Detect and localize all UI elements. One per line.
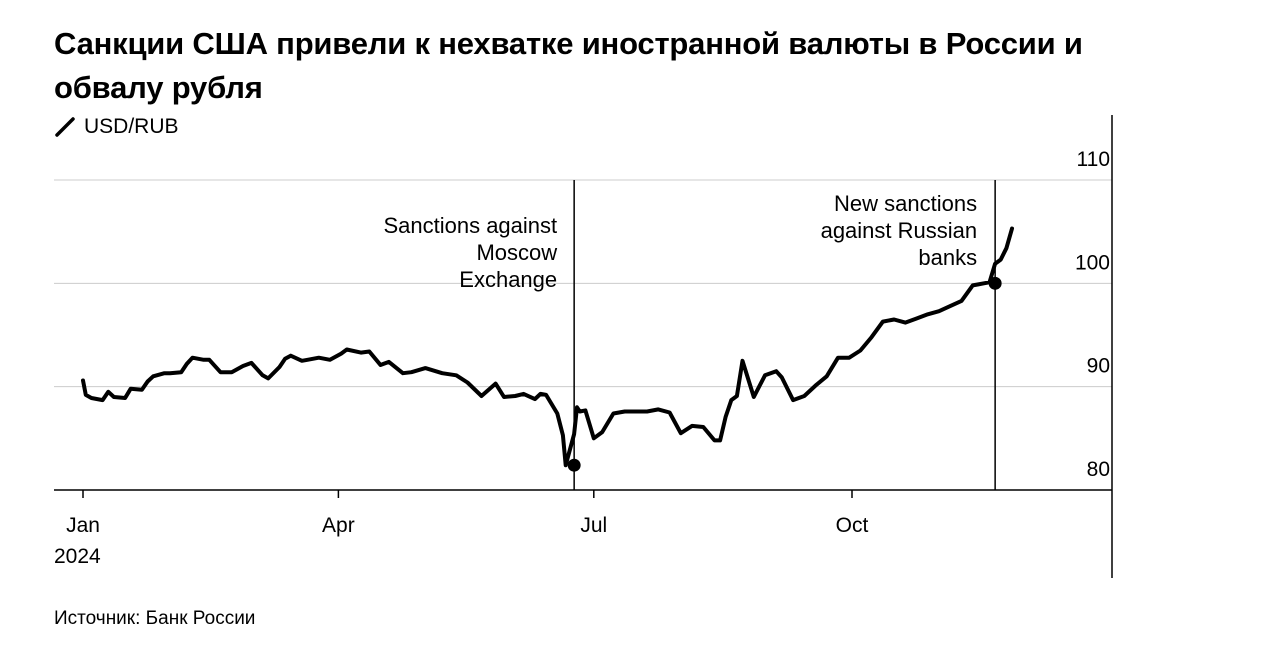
y-tick-label: 90: [1087, 355, 1110, 378]
x-tick-label: Apr: [322, 514, 355, 537]
y-tick-label: 100: [1075, 251, 1110, 274]
annotation-text: Exchange: [459, 267, 557, 292]
x-tick-label: Oct: [836, 514, 869, 537]
x-tick-label: Jan: [66, 514, 100, 537]
legend-label: USD/RUB: [84, 115, 179, 138]
line-icon: [55, 117, 75, 137]
data-marker: [567, 458, 581, 472]
annotation-text: New sanctions: [834, 191, 977, 216]
y-tick-label: 80: [1087, 458, 1110, 481]
y-tick-label: 110: [1077, 148, 1110, 171]
x-tick-sublabel: 2024: [54, 545, 101, 568]
source-note: Источник: Банк России: [54, 608, 256, 629]
x-tick-label: Jul: [580, 514, 607, 537]
annotation-text: against Russian: [821, 218, 978, 243]
series-line-usd-rub: [81, 226, 1014, 468]
annotation-text: Sanctions against: [383, 213, 557, 238]
data-marker: [988, 276, 1002, 290]
legend: USD/RUB: [54, 115, 179, 139]
annotation-text: banks: [918, 245, 977, 270]
chart-title: Санкции США привели к нехватке иностранн…: [54, 26, 1083, 105]
annotation-text: Moscow: [476, 240, 557, 265]
